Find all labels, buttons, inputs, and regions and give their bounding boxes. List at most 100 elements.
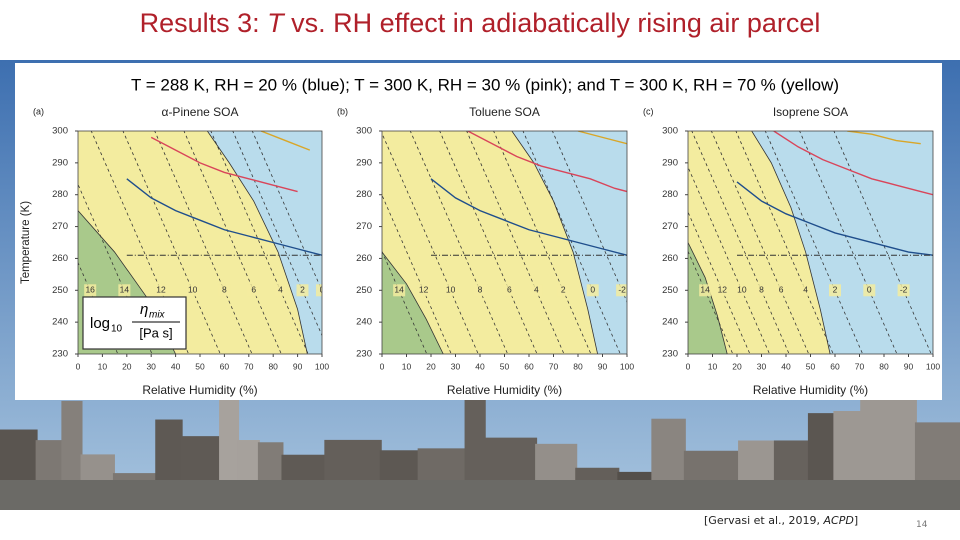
contour-label-bg bbox=[616, 284, 627, 297]
legend-numerator-sub: mix bbox=[149, 310, 166, 321]
x-tick-label: 0 bbox=[686, 361, 691, 371]
contour-label-bg bbox=[417, 284, 430, 297]
x-tick-label: 20 bbox=[426, 361, 436, 371]
panel-label: (c) bbox=[643, 106, 654, 116]
y-tick-label: 290 bbox=[662, 157, 678, 168]
legend-numerator: η bbox=[140, 301, 148, 318]
y-tick-label: 270 bbox=[356, 221, 372, 232]
legend-denominator: [Pa s] bbox=[139, 325, 172, 340]
contour-label-bg bbox=[557, 284, 570, 297]
contour-label: 12 bbox=[718, 285, 728, 295]
x-tick-label: 40 bbox=[781, 361, 791, 371]
figure-header: T = 288 K, RH = 20 % (blue); T = 300 K, … bbox=[131, 75, 839, 94]
contour-label-bg bbox=[393, 284, 406, 297]
x-tick-label: 90 bbox=[293, 361, 303, 371]
contour-label-bg bbox=[735, 284, 748, 297]
contour-label-bg bbox=[503, 284, 516, 297]
contour-label: 14 bbox=[700, 285, 710, 295]
contour-label-bg bbox=[274, 284, 287, 297]
contour-label-bg bbox=[755, 284, 768, 297]
contour-label-bg bbox=[699, 284, 712, 297]
contour-label-bg bbox=[444, 284, 457, 297]
contour-line bbox=[688, 250, 734, 354]
contour-label-bg bbox=[829, 284, 841, 297]
contour-label-bg bbox=[118, 284, 131, 297]
contour-label-bg bbox=[296, 284, 309, 297]
region bbox=[207, 131, 322, 354]
contour-line bbox=[691, 131, 790, 354]
panel-title: Toluene SOA bbox=[469, 105, 540, 119]
contour-label-bg bbox=[474, 284, 486, 297]
citation-text: ] bbox=[853, 514, 859, 527]
contour-line bbox=[154, 131, 253, 354]
contour-label: 4 bbox=[534, 285, 539, 295]
contour-label: 14 bbox=[394, 285, 404, 295]
contour-label: -2 bbox=[900, 285, 908, 295]
title-text: vs. RH effect in adiabatically rising ai… bbox=[283, 8, 821, 38]
contour-line bbox=[799, 131, 898, 354]
contour-label-bg bbox=[897, 284, 910, 297]
y-tick-label: 300 bbox=[356, 126, 372, 137]
contour-label: 8 bbox=[478, 285, 483, 295]
contour-label-bg bbox=[186, 284, 199, 297]
x-tick-label: 30 bbox=[146, 361, 156, 371]
contour-line bbox=[122, 131, 221, 354]
x-tick-label: 80 bbox=[268, 361, 278, 371]
contour-label: 0 bbox=[867, 285, 872, 295]
x-tick-label: 100 bbox=[620, 361, 634, 371]
x-tick-label: 80 bbox=[879, 361, 889, 371]
legend-log: log bbox=[90, 315, 110, 332]
contour-label: 10 bbox=[446, 285, 456, 295]
page-number: 14 bbox=[916, 520, 928, 530]
trajectory bbox=[736, 181, 933, 256]
x-tick-label: 0 bbox=[380, 361, 385, 371]
x-axis-label: Relative Humidity (%) bbox=[753, 383, 868, 397]
y-tick-label: 260 bbox=[356, 253, 372, 264]
x-tick-label: 10 bbox=[708, 361, 718, 371]
x-tick-label: 30 bbox=[757, 361, 767, 371]
contour-label-bg bbox=[863, 284, 876, 297]
contour-label: 12 bbox=[156, 285, 166, 295]
contour-line bbox=[466, 131, 565, 354]
citation: [Gervasi et al., 2019, ACPD] bbox=[704, 514, 858, 527]
x-tick-label: 50 bbox=[500, 361, 510, 371]
contour-label: 8 bbox=[759, 285, 764, 295]
contour-label-bg bbox=[799, 284, 812, 297]
contour-label: 6 bbox=[779, 285, 784, 295]
x-tick-label: 60 bbox=[220, 361, 230, 371]
y-tick-label: 290 bbox=[356, 157, 372, 168]
x-tick-label: 90 bbox=[598, 361, 608, 371]
photo-base bbox=[0, 480, 960, 510]
x-tick-label: 60 bbox=[830, 361, 840, 371]
panel-title: α-Pinene SOA bbox=[162, 105, 239, 119]
x-tick-label: 20 bbox=[122, 361, 132, 371]
y-tick-label: 240 bbox=[356, 317, 372, 328]
region bbox=[751, 131, 933, 354]
contour-line bbox=[493, 131, 592, 354]
contour-line bbox=[409, 131, 509, 354]
y-tick-label: 240 bbox=[662, 317, 678, 328]
contour-label-bg bbox=[530, 284, 543, 297]
contour-line bbox=[382, 132, 479, 354]
contour-line bbox=[688, 211, 751, 354]
x-tick-label: 50 bbox=[806, 361, 816, 371]
panel-label: (b) bbox=[337, 106, 348, 116]
contour-label-bg bbox=[716, 284, 729, 297]
x-tick-label: 100 bbox=[926, 361, 940, 371]
y-tick-label: 260 bbox=[52, 253, 68, 264]
legend-base: 10 bbox=[111, 324, 123, 335]
x-tick-label: 30 bbox=[451, 361, 461, 371]
x-tick-label: 10 bbox=[98, 361, 108, 371]
contour-label: 0 bbox=[320, 285, 325, 295]
region bbox=[688, 131, 728, 354]
trajectory bbox=[126, 178, 322, 256]
y-tick-label: 270 bbox=[52, 221, 68, 232]
contour-label-bg bbox=[154, 284, 167, 297]
x-tick-label: 90 bbox=[904, 361, 914, 371]
trajectory bbox=[773, 131, 933, 196]
contour-label: 8 bbox=[222, 285, 227, 295]
contour-line bbox=[522, 131, 621, 354]
region bbox=[382, 131, 444, 354]
